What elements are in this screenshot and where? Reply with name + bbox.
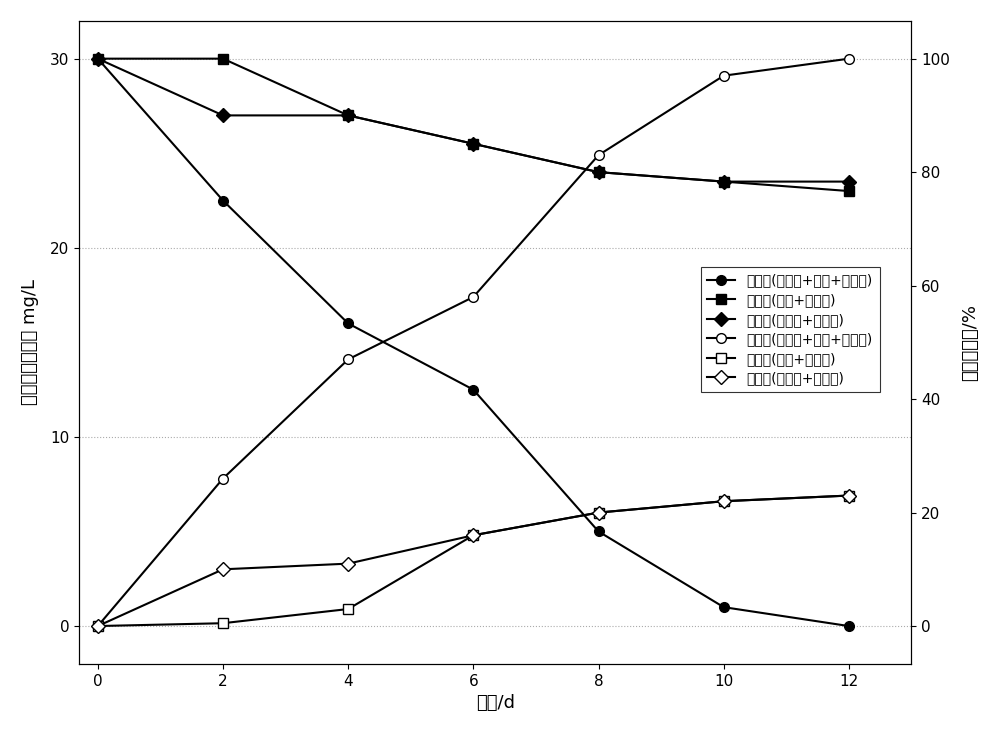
Line: 残余量(黄铁矿+菱铁矿): 残余量(黄铁矿+菱铁矿)	[93, 54, 854, 186]
残余量(硫磺+菱铁矿)	[843, 187, 855, 196]
残余量(黄铁矿+菱铁矿)	[92, 54, 104, 63]
残余量(硫磺+菱铁矿)	[467, 139, 479, 148]
Line: 去除率(黄铁矿+菱铁矿): 去除率(黄铁矿+菱铁矿)	[93, 490, 854, 631]
去除率(黄铁矿+硫磺+菱铁矿)	[467, 292, 479, 301]
残余量(硫磺+菱铁矿)	[92, 54, 104, 63]
去除率(黄铁矿+菱铁矿)	[342, 559, 354, 568]
去除率(黄铁矿+硫磺+菱铁矿)	[843, 54, 855, 63]
去除率(黄铁矿+菱铁矿)	[718, 497, 730, 506]
去除率(硫磺+菱铁矿)	[217, 619, 229, 627]
残余量(黄铁矿+菱铁矿)	[342, 111, 354, 119]
残余量(黄铁矿+菱铁矿)	[217, 111, 229, 119]
残余量(硫磺+菱铁矿)	[593, 168, 605, 177]
残余量(硫磺+菱铁矿)	[217, 54, 229, 63]
去除率(硫磺+菱铁矿)	[718, 497, 730, 506]
去除率(黄铁矿+菱铁矿)	[843, 491, 855, 500]
残余量(黄铁矿+硫磺+菱铁矿)	[593, 527, 605, 536]
Legend: 残余量(黄铁矿+硫磺+菱铁矿), 残余量(硫磺+菱铁矿), 残余量(黄铁矿+菱铁矿), 去除率(黄铁矿+硫磺+菱铁矿), 去除率(硫磺+菱铁矿), 去除率(黄铁: 残余量(黄铁矿+硫磺+菱铁矿), 残余量(硫磺+菱铁矿), 残余量(黄铁矿+菱铁…	[701, 267, 880, 392]
去除率(硫磺+菱铁矿)	[593, 508, 605, 517]
去除率(硫磺+菱铁矿)	[92, 622, 104, 630]
Line: 残余量(硫磺+菱铁矿): 残余量(硫磺+菱铁矿)	[93, 54, 854, 196]
残余量(黄铁矿+硫磺+菱铁矿)	[718, 603, 730, 611]
Line: 去除率(黄铁矿+硫磺+菱铁矿): 去除率(黄铁矿+硫磺+菱铁矿)	[93, 54, 854, 631]
残余量(黄铁矿+硫磺+菱铁矿)	[217, 196, 229, 205]
残余量(黄铁矿+菱铁矿)	[593, 168, 605, 177]
去除率(硫磺+菱铁矿)	[843, 491, 855, 500]
去除率(黄铁矿+菱铁矿)	[92, 622, 104, 630]
X-axis label: 时间/d: 时间/d	[476, 694, 515, 712]
去除率(黄铁矿+硫磺+菱铁矿)	[342, 355, 354, 364]
去除率(黄铁矿+硫磺+菱铁矿)	[593, 151, 605, 160]
去除率(黄铁矿+硫磺+菱铁矿)	[718, 71, 730, 80]
去除率(黄铁矿+菱铁矿)	[217, 565, 229, 574]
Y-axis label: 总氮去除率/%: 总氮去除率/%	[961, 304, 979, 381]
残余量(黄铁矿+菱铁矿)	[843, 177, 855, 186]
去除率(黄铁矿+硫磺+菱铁矿)	[217, 474, 229, 483]
去除率(黄铁矿+菱铁矿)	[593, 508, 605, 517]
残余量(黄铁矿+菱铁矿)	[467, 139, 479, 148]
Line: 残余量(黄铁矿+硫磺+菱铁矿): 残余量(黄铁矿+硫磺+菱铁矿)	[93, 54, 854, 631]
残余量(硫磺+菱铁矿)	[718, 177, 730, 186]
Line: 去除率(硫磺+菱铁矿): 去除率(硫磺+菱铁矿)	[93, 490, 854, 631]
残余量(黄铁矿+硫磺+菱铁矿)	[342, 319, 354, 328]
残余量(黄铁矿+硫磺+菱铁矿)	[843, 622, 855, 630]
残余量(黄铁矿+菱铁矿)	[718, 177, 730, 186]
去除率(硫磺+菱铁矿)	[467, 531, 479, 539]
残余量(黄铁矿+硫磺+菱铁矿)	[467, 386, 479, 394]
残余量(硫磺+菱铁矿)	[342, 111, 354, 119]
去除率(黄铁矿+菱铁矿)	[467, 531, 479, 539]
Y-axis label: 总氧化氮残余量 mg/L: 总氧化氮残余量 mg/L	[21, 279, 39, 405]
去除率(黄铁矿+硫磺+菱铁矿)	[92, 622, 104, 630]
残余量(黄铁矿+硫磺+菱铁矿)	[92, 54, 104, 63]
去除率(硫磺+菱铁矿)	[342, 605, 354, 614]
